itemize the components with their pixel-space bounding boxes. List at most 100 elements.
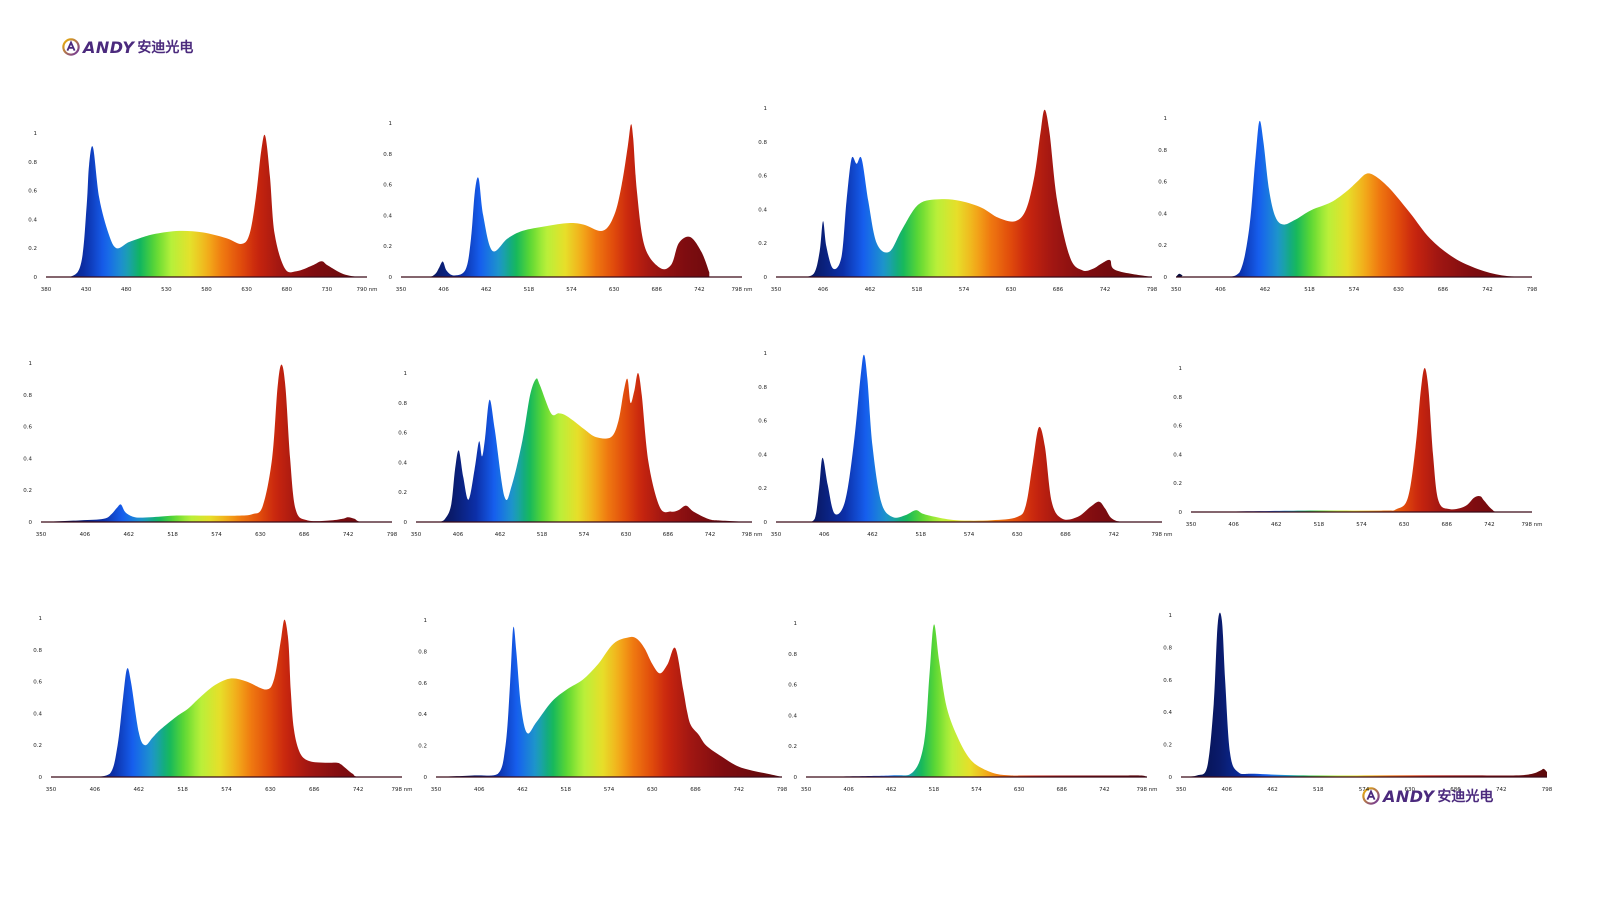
y-tick-label: 0.6 (383, 183, 392, 189)
x-tick-label: 350 (1186, 522, 1197, 528)
x-tick-label: 686 (1060, 532, 1071, 538)
logo-brand-text: ANDY (83, 37, 135, 57)
x-tick-label: 462 (1260, 287, 1271, 293)
x-tick-label: 406 (438, 287, 449, 293)
x-tick-label: 574 (211, 532, 222, 538)
logo-chinese-text: 安迪光电 (1437, 789, 1494, 805)
y-tick-label: 1 (389, 121, 393, 127)
y-tick-label: 0.4 (23, 456, 32, 462)
x-tick-label: 742 (734, 787, 745, 793)
y-tick-label: 0.6 (758, 174, 767, 180)
y-tick-label: 0.2 (418, 744, 427, 750)
y-tick-label: 0 (404, 520, 408, 526)
x-tick-label: 686 (652, 287, 663, 293)
y-tick-label: 1 (794, 621, 798, 627)
x-tick-label: 462 (481, 287, 492, 293)
x-tick-label: 742 (1496, 787, 1507, 793)
x-tick-label: 730 (322, 287, 333, 293)
y-tick-label: 1 (34, 131, 38, 137)
y-tick-label: 0.8 (33, 648, 42, 654)
x-tick-label: 630 (1006, 287, 1017, 293)
y-tick-label: 0 (389, 275, 393, 281)
x-tick-label: 462 (867, 532, 878, 538)
y-tick-label: 0 (794, 775, 798, 781)
x-tick-label: 406 (474, 787, 485, 793)
logo-brand-text: ANDY (1383, 786, 1435, 806)
y-tick-label: 0.2 (758, 486, 767, 492)
spectrum-area (1176, 120, 1532, 277)
y-tick-label: 0 (1164, 275, 1168, 281)
x-tick-label: 350 (1176, 787, 1187, 793)
x-tick-label: 798 nm (731, 287, 752, 293)
x-tick-label: 518 (1313, 787, 1324, 793)
spectrum-area (436, 626, 782, 777)
y-tick-label: 0.2 (398, 490, 407, 496)
y-tick-label: 0.2 (788, 744, 797, 750)
spectrum-chart-9: 0 0.2 0.4 0.6 0.8 1 350 406 462 518 574 630 686 742 79… (33, 616, 412, 793)
x-tick-label: 380 (41, 287, 52, 293)
x-tick-label: 350 (46, 787, 57, 793)
x-tick-label: 462 (1267, 787, 1278, 793)
x-tick-label: 742 (353, 787, 364, 793)
x-tick-label: 686 (690, 787, 701, 793)
y-tick-label: 0.4 (28, 217, 37, 223)
x-tick-label: 686 (1450, 787, 1461, 793)
y-tick-label: 0 (764, 520, 768, 526)
x-tick-label: 462 (124, 532, 135, 538)
spectrum-area (401, 124, 710, 277)
y-tick-label: 0.8 (398, 401, 407, 407)
x-tick-label: 480 (121, 287, 132, 293)
x-tick-label: 798 nm (391, 787, 412, 793)
x-tick-label: 518 (524, 287, 535, 293)
x-tick-label: 686 (309, 787, 320, 793)
x-tick-label: 574 (959, 287, 970, 293)
logo-chinese-text: 安迪光电 (137, 40, 194, 56)
x-tick-label: 574 (1349, 287, 1360, 293)
x-tick-label: 798 nm (741, 532, 762, 538)
y-tick-label: 0 (1169, 775, 1173, 781)
y-tick-label: 0.8 (28, 160, 37, 166)
y-tick-label: 0.4 (33, 711, 42, 717)
y-tick-label: 0.4 (758, 452, 767, 458)
x-tick-label: 406 (90, 787, 101, 793)
x-tick-label: 742 (343, 532, 354, 538)
x-tick-label: 742 (705, 532, 716, 538)
y-tick-label: 0.4 (1163, 710, 1172, 716)
x-tick-label: 574 (1356, 522, 1367, 528)
brand-logo-bottom: ANDY 安迪光电 (1362, 786, 1493, 806)
x-tick-label: 350 (36, 532, 47, 538)
brand-logo: ANDY 安迪光电 (62, 37, 193, 57)
y-tick-label: 0.8 (418, 649, 427, 655)
x-tick-label: 350 (801, 787, 812, 793)
spectrum-area (41, 364, 392, 522)
y-tick-label: 0.6 (398, 431, 407, 437)
y-tick-label: 0.8 (788, 652, 797, 658)
spectrum-area (46, 134, 367, 277)
y-tick-label: 0.6 (33, 680, 42, 686)
x-tick-label: 350 (771, 287, 782, 293)
y-tick-label: 1 (764, 351, 768, 357)
y-tick-label: 0.4 (1158, 211, 1167, 217)
x-tick-label: 798 nm (1136, 787, 1157, 793)
x-tick-label: 798 (1542, 787, 1553, 793)
y-tick-label: 1 (1164, 116, 1168, 122)
spectrum-chart-1: 0 0.2 0.4 0.6 0.8 1 380 430 480 530 580 630 680 730 79… (28, 131, 377, 293)
x-tick-label: 686 (663, 532, 674, 538)
x-tick-label: 462 (886, 787, 897, 793)
y-tick-label: 1 (424, 618, 428, 624)
x-tick-label: 518 (167, 532, 178, 538)
y-tick-label: 0.4 (1173, 452, 1182, 458)
y-tick-label: 0.8 (1173, 395, 1182, 401)
y-tick-label: 0.2 (28, 246, 37, 252)
x-tick-label: 742 (694, 287, 705, 293)
y-tick-label: 0.2 (1163, 743, 1172, 749)
x-tick-label: 742 (1100, 287, 1111, 293)
x-tick-label: 630 (609, 287, 620, 293)
y-tick-label: 1 (29, 361, 33, 367)
x-tick-label: 406 (843, 787, 854, 793)
spectrum-chart-10: 0 0.2 0.4 0.6 0.8 1 350 406 462 518 574 630 686 742 79… (418, 618, 787, 793)
spectrum-area (51, 619, 402, 777)
y-tick-label: 1 (404, 371, 408, 377)
x-tick-label: 798 (1147, 287, 1158, 293)
spectrum-chart-7: 0 0.2 0.4 0.6 0.8 1 350 406 462 518 574 630 686 742 79… (758, 351, 1172, 538)
